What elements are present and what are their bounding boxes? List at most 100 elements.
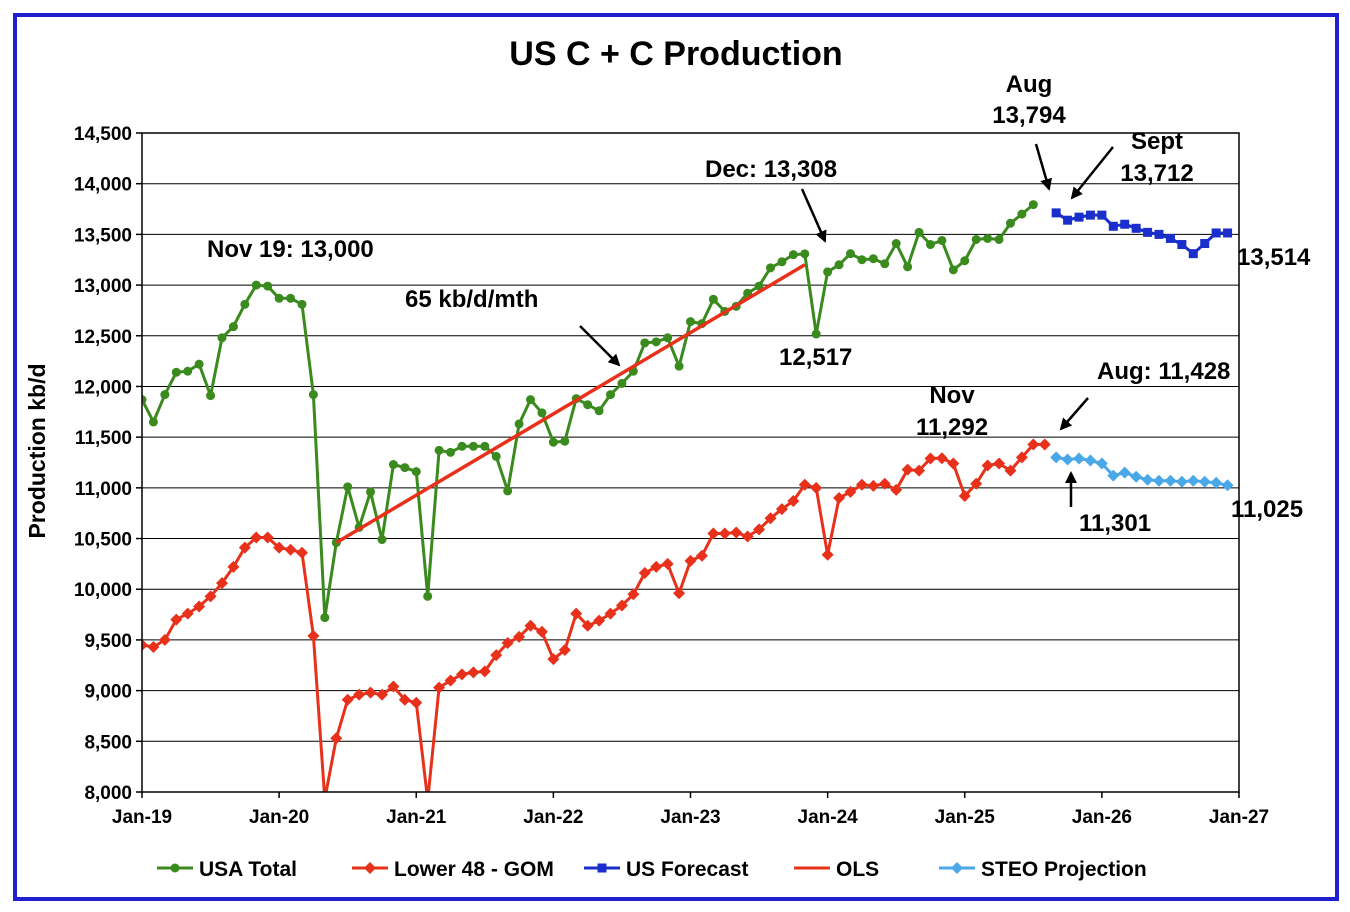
data-point <box>1107 469 1120 482</box>
data-point <box>1051 208 1061 218</box>
annotation-dec-peak: Dec: 13,308 <box>705 156 837 183</box>
data-point <box>433 681 446 694</box>
legend-label: OLS <box>836 858 879 881</box>
data-point <box>868 254 878 264</box>
data-point <box>833 491 846 504</box>
data-point <box>798 478 811 491</box>
series-steo-projection <box>1050 451 1234 492</box>
data-point <box>1061 453 1074 466</box>
annotations: Nov 19: 13,000 65 kb/d/mth Dec: 13,308 1… <box>207 71 1311 537</box>
data-point <box>353 688 366 701</box>
data-point <box>193 600 206 613</box>
data-point <box>170 613 183 626</box>
y-axis-label: Production kb/d <box>24 363 50 538</box>
data-point <box>364 686 377 699</box>
data-point <box>1085 210 1095 220</box>
data-point <box>1073 452 1086 465</box>
data-point <box>343 482 353 492</box>
series-usa-total <box>142 200 1038 623</box>
data-point <box>284 543 297 556</box>
y-tick-label: 9,500 <box>84 631 132 652</box>
arrow-aug-13794 <box>1034 143 1052 191</box>
data-point <box>718 527 731 540</box>
legend-label: STEO Projection <box>981 858 1147 881</box>
data-point <box>1210 476 1223 489</box>
legend-item: STEO Projection <box>939 858 1147 881</box>
data-point <box>398 693 411 706</box>
data-point <box>673 587 686 600</box>
data-point <box>878 477 891 490</box>
data-point <box>686 317 695 327</box>
data-point <box>501 636 514 649</box>
data-point <box>1017 209 1027 219</box>
data-point <box>215 577 228 590</box>
data-point <box>994 234 1004 244</box>
data-point <box>330 732 343 745</box>
data-point <box>387 680 400 693</box>
data-point <box>1154 229 1164 239</box>
arrow-sept-13712 <box>1070 146 1114 200</box>
series-line <box>1055 211 1228 256</box>
data-point <box>570 607 583 620</box>
data-point <box>503 486 513 496</box>
x-tick-label: Jan-24 <box>798 807 859 828</box>
data-point <box>261 531 274 544</box>
data-point <box>147 641 160 654</box>
data-point <box>845 249 855 259</box>
data-point <box>1165 233 1175 243</box>
annotation-aug-label: Aug <box>1006 71 1053 98</box>
data-point <box>695 549 708 562</box>
data-point <box>765 263 775 273</box>
data-point <box>627 588 640 601</box>
data-point <box>935 452 948 465</box>
legend-swatch-marker <box>364 862 376 874</box>
data-point <box>821 548 834 561</box>
annotation-sept-value: 13,712 <box>1120 160 1193 187</box>
data-point <box>983 233 993 243</box>
series-lower-48-gom <box>142 438 1051 792</box>
data-point <box>238 541 251 554</box>
data-point <box>615 599 628 612</box>
data-point <box>366 487 376 497</box>
data-point <box>1038 438 1051 451</box>
x-tick-label: Jan-22 <box>523 807 583 828</box>
annotation-aug-value: 13,794 <box>992 102 1066 129</box>
arrow-dec-13308 <box>800 188 827 243</box>
data-point <box>970 477 983 490</box>
data-point <box>455 668 468 681</box>
data-point <box>1211 228 1221 238</box>
annotation-nov-label: Nov <box>929 382 975 409</box>
data-point <box>410 696 423 709</box>
data-point <box>158 633 171 646</box>
data-point <box>217 333 227 343</box>
annotation-dip-12517: 12,517 <box>779 344 852 371</box>
data-point <box>478 665 491 678</box>
annotation-arrows <box>579 143 1114 507</box>
data-point <box>548 437 558 447</box>
annotation-ols-rate: 65 kb/d/mth <box>405 286 538 313</box>
data-point <box>640 338 650 348</box>
data-point <box>491 451 501 461</box>
data-point <box>286 293 296 303</box>
data-point <box>513 630 526 643</box>
chart-frame: US C + C Production 8,000 8,500 9,000 9,500… <box>13 13 1339 901</box>
data-point <box>411 467 421 477</box>
arrow-aug-11428 <box>1059 397 1089 431</box>
series-line <box>142 443 1045 792</box>
data-point <box>480 441 490 451</box>
data-point <box>297 299 307 309</box>
data-point <box>924 452 937 465</box>
data-point <box>295 546 308 559</box>
data-point <box>891 239 901 249</box>
data-point <box>901 463 914 476</box>
data-point <box>183 366 193 376</box>
data-point <box>741 530 754 543</box>
data-point <box>958 489 971 502</box>
data-point <box>913 464 926 477</box>
data-point <box>204 590 217 603</box>
data-point <box>1153 474 1166 487</box>
data-point <box>388 460 398 470</box>
data-point <box>1108 221 1118 231</box>
data-point <box>375 688 388 701</box>
y-tick-label: 11,500 <box>75 428 132 449</box>
